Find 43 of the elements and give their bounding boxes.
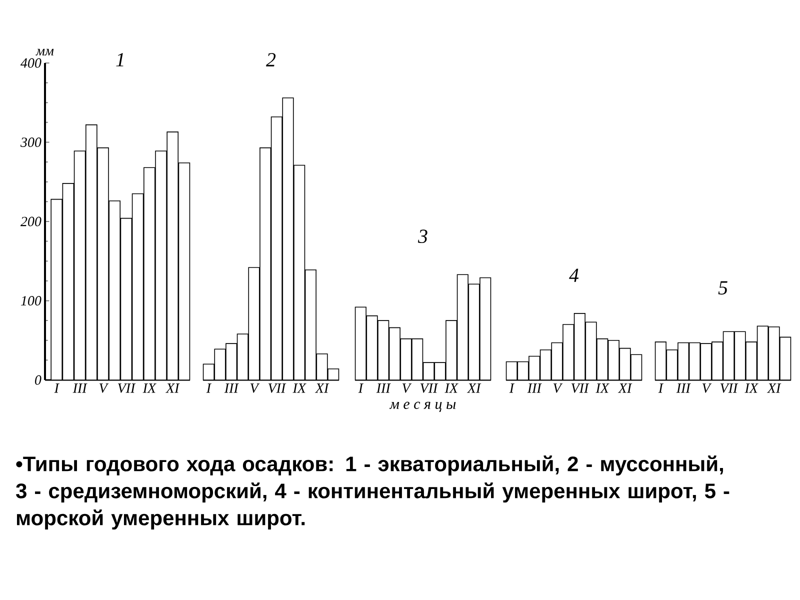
text: 5 [718,281,728,295]
x-tick-label: IX [292,384,306,393]
x-tick-label: III [676,384,691,393]
y-tick-label: 300 [20,138,42,147]
y-tick-label: 400 [20,58,42,68]
y-tick-label: 200 [20,216,42,226]
x-tick-label: III [72,384,88,393]
x-tick-label: IX [444,384,458,393]
x-tick-label: XI [618,384,632,393]
chart-title: 1 [116,53,124,66]
x-tick-label: V [702,384,712,393]
x-axis-title: м е с я ц ы [389,402,456,412]
y-tick-label: 0 [35,375,42,385]
x-tick-label: XI [466,384,482,393]
x-tick-label: V [99,384,109,393]
text: •Типы годового хода осадков: 1 - экваториальный, 2 - муссонный, 3 - средиземноморский, 4 - континентальный умеренных широт, 5 - морской умеренных широт. [16,456,730,530]
x-tick-label: VII [268,384,286,393]
x-tick-label: XI [766,384,782,393]
y-tick-label: 100 [20,296,42,306]
x-tick-label: IX [596,384,610,393]
x-tick-label: V [250,384,260,393]
x-tick-label: VII [118,384,136,393]
y-axis-title: мм [36,48,54,56]
chart-title: 2 [266,53,276,66]
x-tick-label: IX [142,384,156,393]
x-tick-label: I [509,384,515,393]
x-tick-label: VII [720,384,738,393]
x-tick-label: VII [571,384,590,393]
x-tick-label: III [376,384,391,393]
x-tick-label: IX [744,384,758,393]
x-tick-label: I [54,384,60,393]
x-tick-label: VII [420,384,438,393]
x-tick-label: I [206,384,212,393]
x-tick-label: III [224,384,239,393]
x-tick-label: XI [166,384,180,393]
x-tick-label: I [358,384,364,393]
x-tick-label: V [553,384,563,393]
x-tick-label: I [658,384,664,393]
x-tick-label: XI [314,384,330,393]
text: 4 [569,268,579,282]
text: 3 [418,230,428,244]
x-tick-label: V [402,384,412,393]
x-tick-label: III [527,384,542,393]
